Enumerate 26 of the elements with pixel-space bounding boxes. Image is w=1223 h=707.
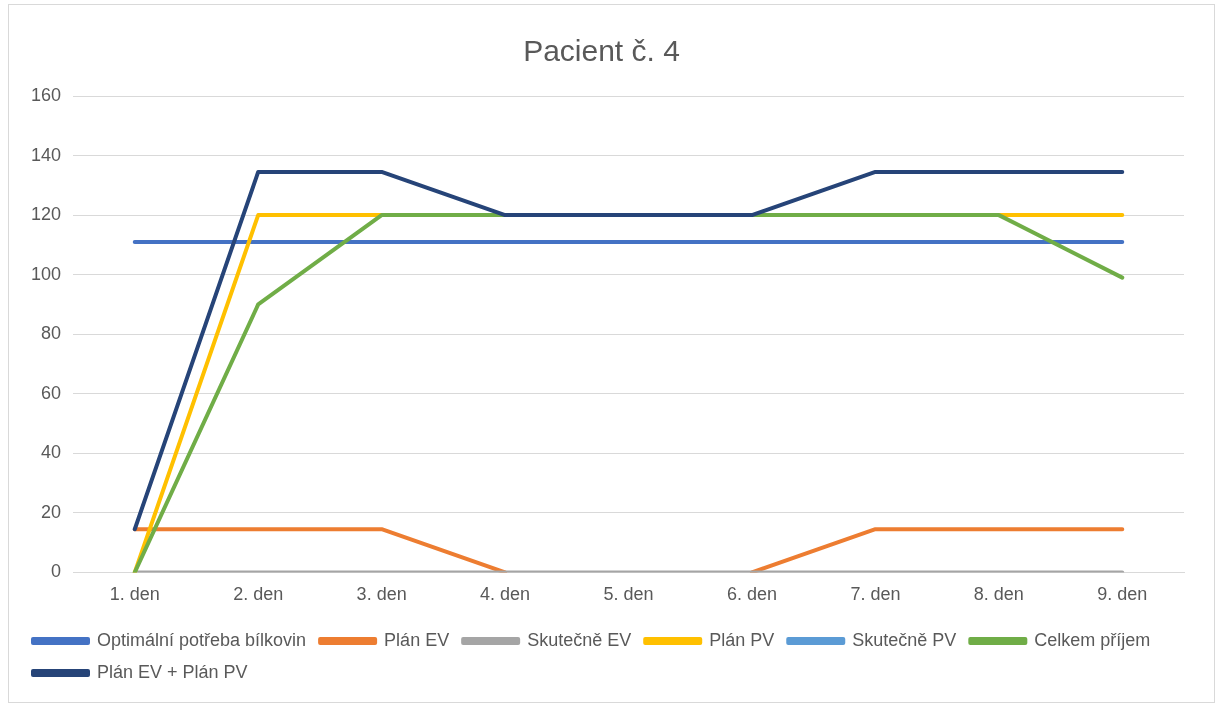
y-tick-label: 100 (30, 263, 62, 284)
y-tick-label: 140 (30, 144, 62, 165)
chart-title: Pacient č. 4 (523, 34, 680, 68)
x-tick-label: 4. den (480, 584, 531, 605)
x-tick-label: 8. den (973, 584, 1024, 605)
y-tick-label: 160 (30, 84, 62, 105)
y-tick-label: 120 (30, 204, 62, 225)
y-tick-label: 20 (41, 501, 62, 522)
y-tick-label: 60 (41, 382, 62, 403)
legend-label: Plán EV (384, 629, 450, 650)
legend-label: Plán EV + Plán PV (97, 661, 248, 682)
legend-label: Plán PV (709, 629, 775, 650)
legend-label: Optimální potřeba bílkovin (97, 629, 307, 650)
x-tick-label: 5. den (603, 584, 654, 605)
legend-label: Celkem příjem (1034, 629, 1151, 650)
y-tick-label: 40 (41, 442, 62, 463)
x-tick-label: 3. den (356, 584, 407, 605)
y-tick-label: 0 (51, 561, 62, 582)
y-tick-label: 80 (41, 323, 62, 344)
legend-label: Skutečně EV (527, 629, 632, 650)
x-tick-label: 9. den (1097, 584, 1148, 605)
x-tick-label: 2. den (233, 584, 284, 605)
legend-label: Skutečně PV (852, 629, 957, 650)
x-tick-label: 1. den (109, 584, 160, 605)
x-tick-label: 6. den (726, 584, 777, 605)
x-tick-label: 7. den (850, 584, 901, 605)
